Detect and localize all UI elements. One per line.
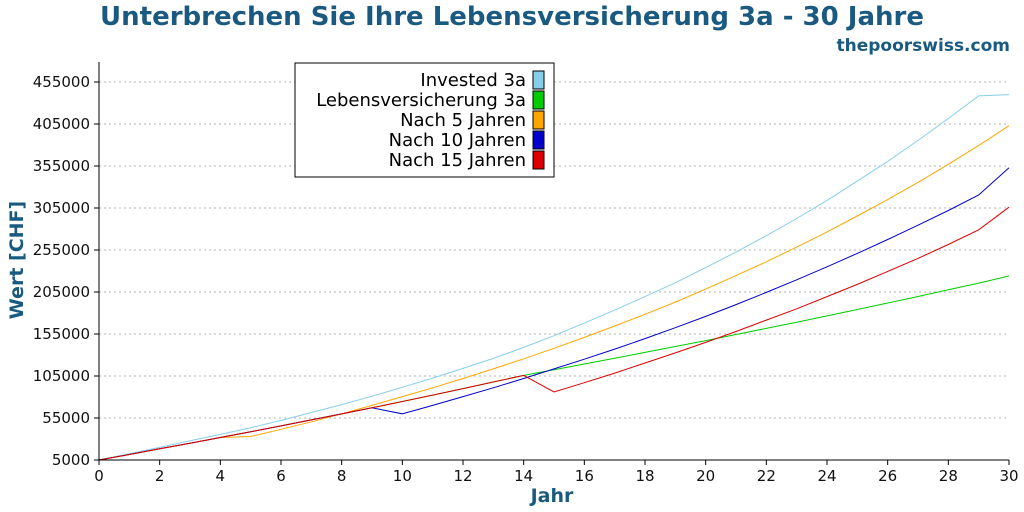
x-tick-label: 2 bbox=[155, 467, 165, 485]
x-tick-label: 16 bbox=[575, 467, 594, 485]
legend-label: Nach 5 Jahren bbox=[400, 110, 526, 131]
x-tick-label: 18 bbox=[635, 467, 654, 485]
y-ticks: 5000 55000 105000 155000 205000 255000 305000 3… bbox=[33, 73, 99, 469]
y-tick-label: 205000 bbox=[33, 283, 90, 301]
legend-label: Nach 10 Jahren bbox=[389, 130, 526, 151]
x-tick-label: 10 bbox=[393, 467, 412, 485]
series-line bbox=[98, 206, 1010, 461]
y-tick-label: 155000 bbox=[33, 325, 90, 343]
x-tick-label: 8 bbox=[337, 467, 347, 485]
legend-swatch bbox=[532, 130, 545, 150]
y-tick-label: 355000 bbox=[33, 157, 90, 175]
y-tick-label: 55000 bbox=[42, 409, 90, 427]
x-tick-label: 6 bbox=[276, 467, 286, 485]
chart-title: Unterbrechen Sie Ihre Lebensversicherung… bbox=[100, 2, 924, 32]
x-tick-label: 26 bbox=[878, 467, 897, 485]
x-tick-label: 22 bbox=[757, 467, 776, 485]
x-tick-label: 12 bbox=[453, 467, 472, 485]
series-line bbox=[98, 125, 1010, 461]
x-axis-title: Jahr bbox=[529, 485, 574, 507]
y-tick-label: 455000 bbox=[33, 73, 90, 91]
legend-label: Lebensversicherung 3a bbox=[316, 90, 526, 111]
y-tick-label: 305000 bbox=[33, 199, 90, 217]
legend-label: Invested 3a bbox=[420, 70, 526, 91]
legend-label: Nach 15 Jahren bbox=[389, 150, 526, 171]
x-tick-label: 14 bbox=[514, 467, 533, 485]
x-tick-label: 28 bbox=[939, 467, 958, 485]
axes bbox=[98, 62, 1009, 461]
chart-subtitle: thepoorswiss.com bbox=[837, 36, 1011, 56]
series-line bbox=[98, 94, 1010, 461]
x-tick-label: 0 bbox=[94, 467, 104, 485]
y-tick-label: 255000 bbox=[33, 241, 90, 259]
legend-swatch bbox=[532, 110, 545, 130]
legend-swatch bbox=[532, 150, 545, 170]
x-tick-label: 4 bbox=[216, 467, 226, 485]
y-tick-label: 105000 bbox=[33, 367, 90, 385]
x-tick-label: 24 bbox=[817, 467, 836, 485]
x-ticks: 0 2 4 6 8 10 12 14 16 18 20 22 24 26 28 30 bbox=[94, 460, 1019, 485]
x-tick-label: 20 bbox=[696, 467, 715, 485]
y-tick-label: 5000 bbox=[52, 451, 90, 469]
legend-swatch bbox=[532, 70, 545, 90]
legend-swatch bbox=[532, 90, 545, 110]
series-line bbox=[98, 275, 1010, 461]
y-tick-label: 405000 bbox=[33, 115, 90, 133]
legend-box bbox=[294, 62, 555, 178]
series-line bbox=[98, 167, 1010, 461]
x-tick-label: 30 bbox=[999, 467, 1018, 485]
y-axis-title: Wert [CHF] bbox=[6, 201, 28, 319]
series-lines bbox=[98, 94, 1010, 461]
